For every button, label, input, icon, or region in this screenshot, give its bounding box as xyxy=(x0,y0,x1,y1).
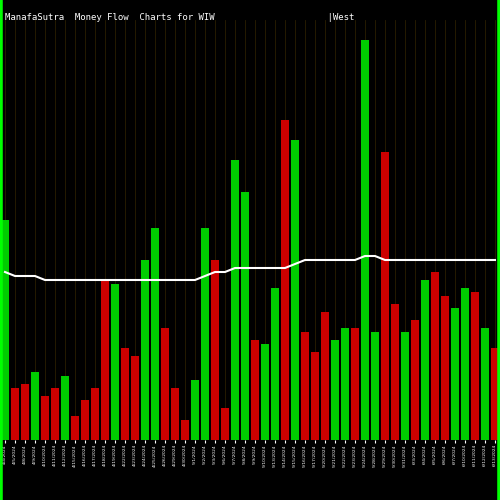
Bar xyxy=(131,356,139,440)
Bar xyxy=(151,228,159,440)
Bar xyxy=(382,152,389,440)
Bar xyxy=(142,260,149,440)
Bar xyxy=(231,160,239,440)
Bar xyxy=(121,348,129,440)
Bar xyxy=(301,332,309,440)
Bar xyxy=(421,280,429,440)
Bar xyxy=(281,120,289,440)
Bar xyxy=(291,140,299,440)
Bar xyxy=(1,220,9,440)
Bar xyxy=(451,308,459,440)
Bar xyxy=(361,40,369,440)
Bar xyxy=(21,384,29,440)
Bar xyxy=(321,312,329,440)
Bar xyxy=(72,416,79,440)
Bar xyxy=(461,288,469,440)
Bar xyxy=(101,280,109,440)
Bar xyxy=(252,340,259,440)
Bar xyxy=(261,344,269,440)
Bar xyxy=(391,304,399,440)
Text: ManafaSutra  Money Flow  Charts for WIW                     |West               : ManafaSutra Money Flow Charts for WIW |W… xyxy=(5,12,500,22)
Bar xyxy=(52,388,59,440)
Bar xyxy=(61,376,69,440)
Bar xyxy=(471,292,479,440)
Bar xyxy=(271,288,279,440)
Bar xyxy=(161,328,169,440)
Bar xyxy=(431,272,439,440)
Bar xyxy=(81,400,89,440)
Bar xyxy=(241,192,249,440)
Bar xyxy=(211,260,219,440)
Bar xyxy=(11,388,19,440)
Bar xyxy=(411,320,419,440)
Bar xyxy=(311,352,319,440)
Bar xyxy=(442,296,449,440)
Bar xyxy=(341,328,349,440)
Bar xyxy=(111,284,119,440)
Bar xyxy=(91,388,99,440)
Bar xyxy=(41,396,49,440)
Bar xyxy=(191,380,199,440)
Bar xyxy=(351,328,359,440)
Bar xyxy=(171,388,179,440)
Bar xyxy=(221,408,229,440)
Bar xyxy=(31,372,39,440)
Bar xyxy=(491,348,499,440)
Bar xyxy=(481,328,489,440)
Bar xyxy=(331,340,339,440)
Bar xyxy=(371,332,379,440)
Bar xyxy=(401,332,409,440)
Bar xyxy=(201,228,209,440)
Bar xyxy=(181,420,189,440)
